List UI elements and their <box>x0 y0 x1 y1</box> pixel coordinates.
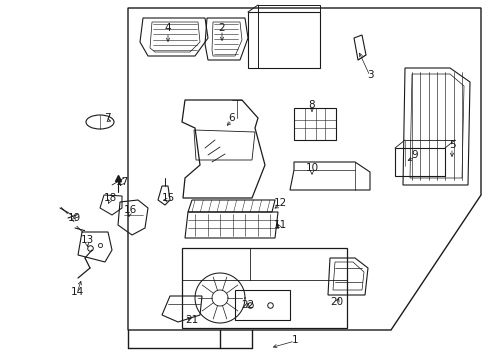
Text: 4: 4 <box>164 23 171 33</box>
Text: 7: 7 <box>103 113 110 123</box>
Text: 5: 5 <box>448 140 454 150</box>
Bar <box>293 108 335 140</box>
Text: 10: 10 <box>305 163 318 173</box>
Text: 15: 15 <box>161 193 174 203</box>
Text: 6: 6 <box>228 113 235 123</box>
Text: 9: 9 <box>411 150 417 160</box>
Text: 12: 12 <box>273 198 286 208</box>
Text: 21: 21 <box>185 315 198 325</box>
Text: 22: 22 <box>241 300 254 310</box>
Text: 3: 3 <box>366 70 372 80</box>
Text: 14: 14 <box>70 287 83 297</box>
Text: 19: 19 <box>67 213 81 223</box>
Text: 17: 17 <box>115 177 128 187</box>
Bar <box>182 248 346 328</box>
Text: 16: 16 <box>123 205 136 215</box>
Text: 1: 1 <box>291 335 298 345</box>
Text: 2: 2 <box>218 23 225 33</box>
Text: 13: 13 <box>80 235 93 245</box>
Text: 18: 18 <box>103 193 116 203</box>
Text: 8: 8 <box>308 100 315 110</box>
Bar <box>394 148 444 176</box>
Bar <box>235 290 289 320</box>
Text: 11: 11 <box>273 220 286 230</box>
Text: 20: 20 <box>330 297 343 307</box>
